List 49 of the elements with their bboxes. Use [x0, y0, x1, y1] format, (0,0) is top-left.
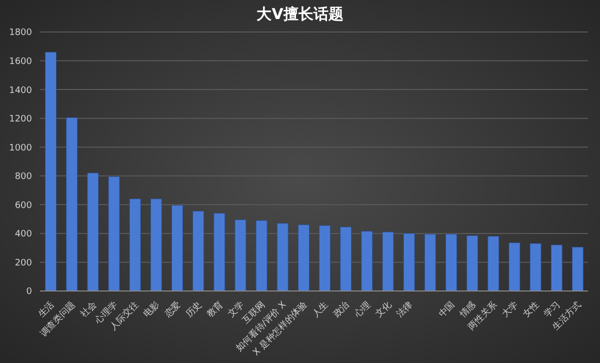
bar: [319, 225, 331, 291]
bar: [488, 236, 500, 291]
bar: [361, 231, 373, 291]
bar: [340, 226, 352, 291]
x-tick-label: 政治: [331, 299, 352, 320]
y-tick-label: 200: [14, 258, 32, 268]
bar: [445, 234, 457, 291]
bar: [572, 246, 584, 291]
bar: [108, 176, 120, 291]
bar: [234, 220, 246, 291]
y-tick-label: 1000: [9, 143, 32, 154]
bar: [256, 220, 268, 291]
x-tick-label: 大学: [500, 299, 520, 320]
y-tick-label: 1200: [9, 114, 32, 125]
bar: [150, 198, 162, 291]
y-tick-label: 800: [14, 172, 32, 182]
bar: [424, 234, 436, 291]
x-tick-label: 法律: [394, 299, 415, 320]
bar: [66, 117, 78, 291]
x-tick-label: 文化: [373, 299, 394, 320]
x-tick-label: 历史: [184, 299, 204, 320]
y-tick-label: 600: [14, 200, 32, 211]
x-tick-label: 人生: [310, 299, 331, 320]
bar: [550, 244, 562, 291]
bar: [508, 242, 520, 291]
y-tick-label: 1600: [9, 56, 32, 67]
y-tick-label: 1800: [9, 28, 32, 38]
bar: [403, 233, 415, 291]
x-tick-label: 电影: [142, 299, 162, 320]
bar: [192, 210, 204, 291]
bar: [87, 172, 99, 291]
bar: [382, 232, 394, 291]
bar: [214, 213, 226, 291]
x-tick-label: 中国: [436, 299, 458, 320]
bar: [298, 224, 310, 291]
y-tick-label: 1400: [9, 86, 32, 96]
x-tick-label: 恋爱: [162, 299, 184, 321]
bar: [530, 243, 542, 291]
chart-title: 大V擅长话题: [256, 4, 344, 25]
x-tick-label: 教育: [204, 299, 226, 320]
bar: [129, 198, 141, 291]
bar: [171, 205, 183, 291]
y-tick-label: 400: [14, 230, 32, 240]
bar: [276, 223, 288, 291]
bar: [45, 52, 57, 291]
y-tick-label: 0: [26, 287, 32, 298]
x-tick-label: 心理: [352, 299, 373, 321]
x-tick-label: 女性: [520, 299, 542, 320]
bar: [466, 235, 478, 291]
